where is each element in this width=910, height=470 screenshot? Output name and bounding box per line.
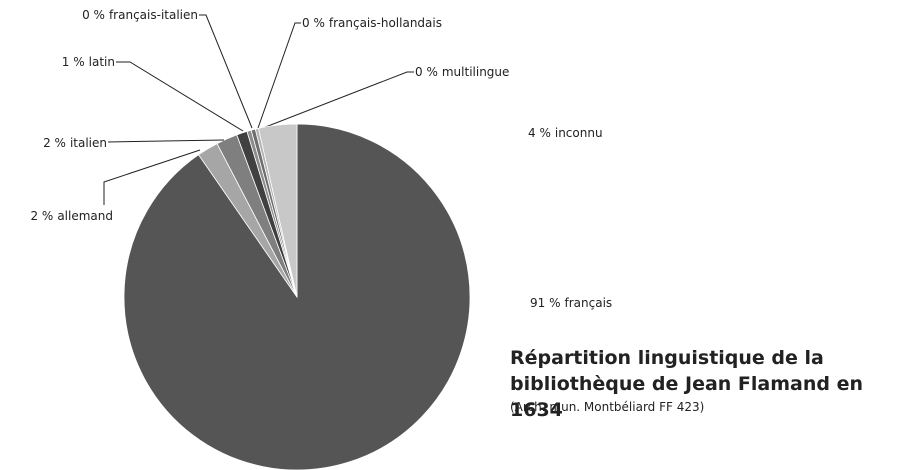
slice-label: 4 % inconnu: [528, 126, 603, 140]
slice-label: 0 % français-italien: [82, 8, 198, 22]
slice-label: 2 % allemand: [30, 209, 113, 223]
value-label: 91 %: [530, 296, 561, 310]
chart-title: Répartition linguistique de la bibliothè…: [510, 347, 864, 421]
value-label: 0 %: [415, 65, 438, 79]
chart-subtitle: (Arch. mun. Montbéliard FF 423): [510, 400, 705, 414]
category-label: multilingue: [442, 65, 510, 79]
slice-label: 0 % multilingue: [415, 65, 509, 79]
leader-line: [199, 14, 253, 129]
leader-line: [262, 71, 414, 129]
category-label: français-hollandais: [329, 16, 442, 30]
category-label: allemand: [57, 209, 113, 223]
pie-slice: [257, 123, 298, 298]
value-label: 2 %: [43, 136, 66, 150]
leader-line: [107, 139, 225, 143]
category-label: latin: [89, 55, 115, 69]
value-label: 2 %: [30, 209, 53, 223]
leader-line: [103, 149, 201, 205]
category-label: inconnu: [555, 126, 603, 140]
slice-label: 0 % français-hollandais: [302, 16, 442, 30]
value-label: 0 %: [82, 8, 105, 22]
value-label: 1 %: [62, 55, 85, 69]
value-label: 0 %: [302, 16, 325, 30]
value-label: 4 %: [528, 126, 551, 140]
category-label: français-italien: [109, 8, 198, 22]
category-label: italien: [70, 136, 107, 150]
category-label: français: [565, 296, 613, 310]
slice-label: 1 % latin: [62, 55, 115, 69]
leader-line: [257, 22, 301, 129]
slice-label: 91 % français: [530, 296, 612, 310]
slice-label: 2 % italien: [43, 136, 107, 150]
leader-line: [116, 61, 244, 132]
